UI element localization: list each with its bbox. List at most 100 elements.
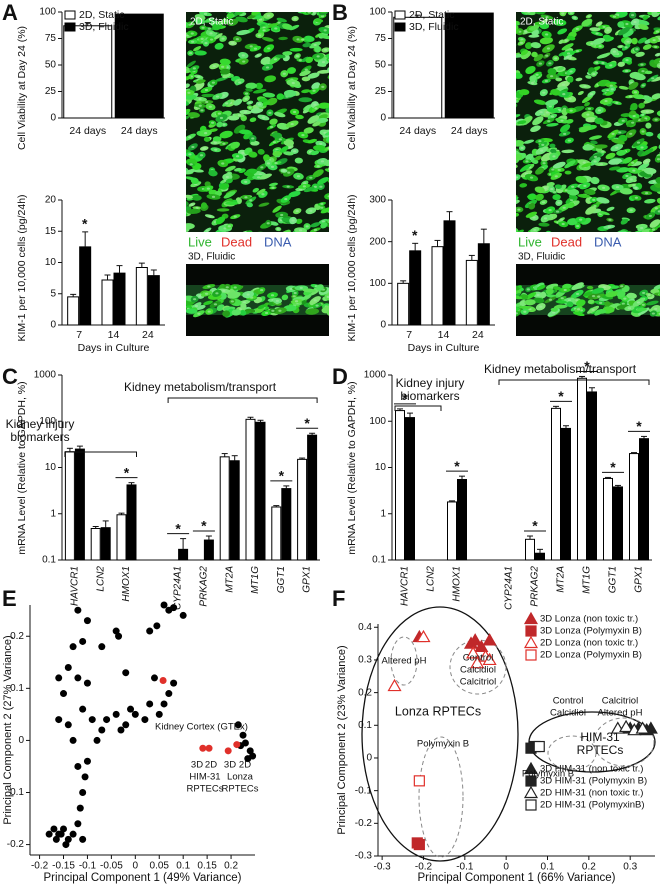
cell	[295, 218, 303, 224]
nucleus	[544, 79, 548, 83]
nucleus	[319, 185, 323, 188]
bar	[395, 410, 405, 561]
nucleus	[541, 143, 545, 146]
nucleus	[538, 140, 542, 143]
y-tick-label: 0	[50, 320, 56, 331]
cell	[524, 299, 536, 306]
nucleus	[620, 285, 624, 288]
annotation: RPTECs	[577, 743, 624, 757]
point	[131, 710, 139, 718]
x-tick-label: PRKAG2	[199, 566, 210, 607]
annotation: biomarkers	[10, 430, 69, 444]
nucleus	[291, 219, 295, 222]
cell	[531, 51, 538, 58]
x-tick-label: 0.1	[176, 861, 190, 872]
nucleus	[624, 46, 628, 49]
bar	[444, 12, 494, 119]
cell	[204, 17, 215, 23]
point	[141, 716, 149, 724]
cell	[201, 93, 215, 98]
nucleus	[214, 148, 218, 151]
point	[199, 744, 207, 752]
nucleus	[645, 110, 649, 113]
legend-swatch	[64, 10, 76, 20]
nucleus	[265, 66, 270, 69]
cell	[525, 42, 533, 50]
nucleus	[654, 118, 658, 121]
nucleus	[323, 131, 327, 134]
nucleus	[328, 58, 329, 61]
point	[60, 690, 68, 698]
nucleus	[654, 207, 658, 210]
nucleus	[320, 202, 324, 205]
point	[170, 604, 178, 612]
annotation: Control	[463, 653, 494, 664]
significance-star: *	[584, 358, 590, 374]
nucleus	[625, 174, 629, 178]
nucleus	[593, 160, 597, 163]
nucleus	[267, 14, 271, 17]
cell	[186, 209, 187, 216]
cell	[516, 307, 520, 312]
x-axis-label: Principal Component 1 (49% Variance)	[44, 872, 242, 884]
nucleus	[645, 160, 649, 163]
x-tick-label: 24	[472, 329, 484, 341]
cell	[326, 310, 329, 317]
cell	[279, 229, 291, 232]
point	[115, 632, 123, 640]
nucleus	[205, 229, 209, 232]
nucleus	[197, 75, 201, 78]
nucleus	[203, 12, 208, 15]
cell	[303, 186, 315, 193]
point	[79, 835, 87, 843]
cell	[605, 291, 619, 298]
nucleus	[510, 46, 513, 48]
nucleus	[566, 56, 570, 59]
cell	[233, 124, 246, 134]
annotation: Kidney metabolism/transport	[484, 362, 637, 376]
nucleus	[562, 206, 566, 209]
cell	[646, 300, 659, 306]
cell	[516, 212, 520, 217]
nucleus	[189, 163, 193, 166]
cell	[253, 88, 267, 94]
nucleus	[526, 288, 530, 291]
point-triangle	[482, 652, 497, 666]
nucleus	[248, 106, 252, 109]
significance-star: *	[402, 391, 408, 407]
cell	[604, 91, 614, 96]
nucleus	[278, 138, 282, 141]
cell	[186, 108, 191, 115]
nucleus	[286, 185, 290, 188]
micrograph-title: 3D, Fluidic	[188, 252, 235, 263]
bar	[431, 246, 444, 326]
nucleus	[529, 176, 534, 179]
nucleus	[641, 84, 645, 87]
nucleus	[244, 97, 248, 100]
cell	[597, 210, 610, 216]
nucleus	[525, 160, 529, 163]
y-tick-label: 0.1	[10, 683, 24, 694]
cell	[227, 291, 241, 299]
cell	[567, 202, 575, 209]
y-tick-label: 25	[45, 86, 57, 97]
cell	[280, 146, 289, 153]
cell	[195, 304, 206, 311]
cell	[186, 200, 189, 207]
cell	[186, 308, 198, 314]
nucleus	[635, 48, 639, 51]
cell	[304, 35, 315, 42]
cell	[581, 162, 592, 168]
cell	[317, 177, 329, 185]
significance-star: *	[454, 458, 460, 474]
nucleus	[629, 178, 633, 181]
nucleus	[564, 39, 568, 42]
bar	[203, 539, 214, 561]
nucleus	[546, 47, 551, 50]
cell	[606, 206, 615, 212]
x-tick-label: 0.05	[150, 861, 170, 872]
bar	[126, 484, 137, 561]
annotation: Calcidiol	[460, 665, 496, 676]
nucleus	[228, 12, 232, 14]
x-tick-label: GPX1	[634, 566, 645, 593]
